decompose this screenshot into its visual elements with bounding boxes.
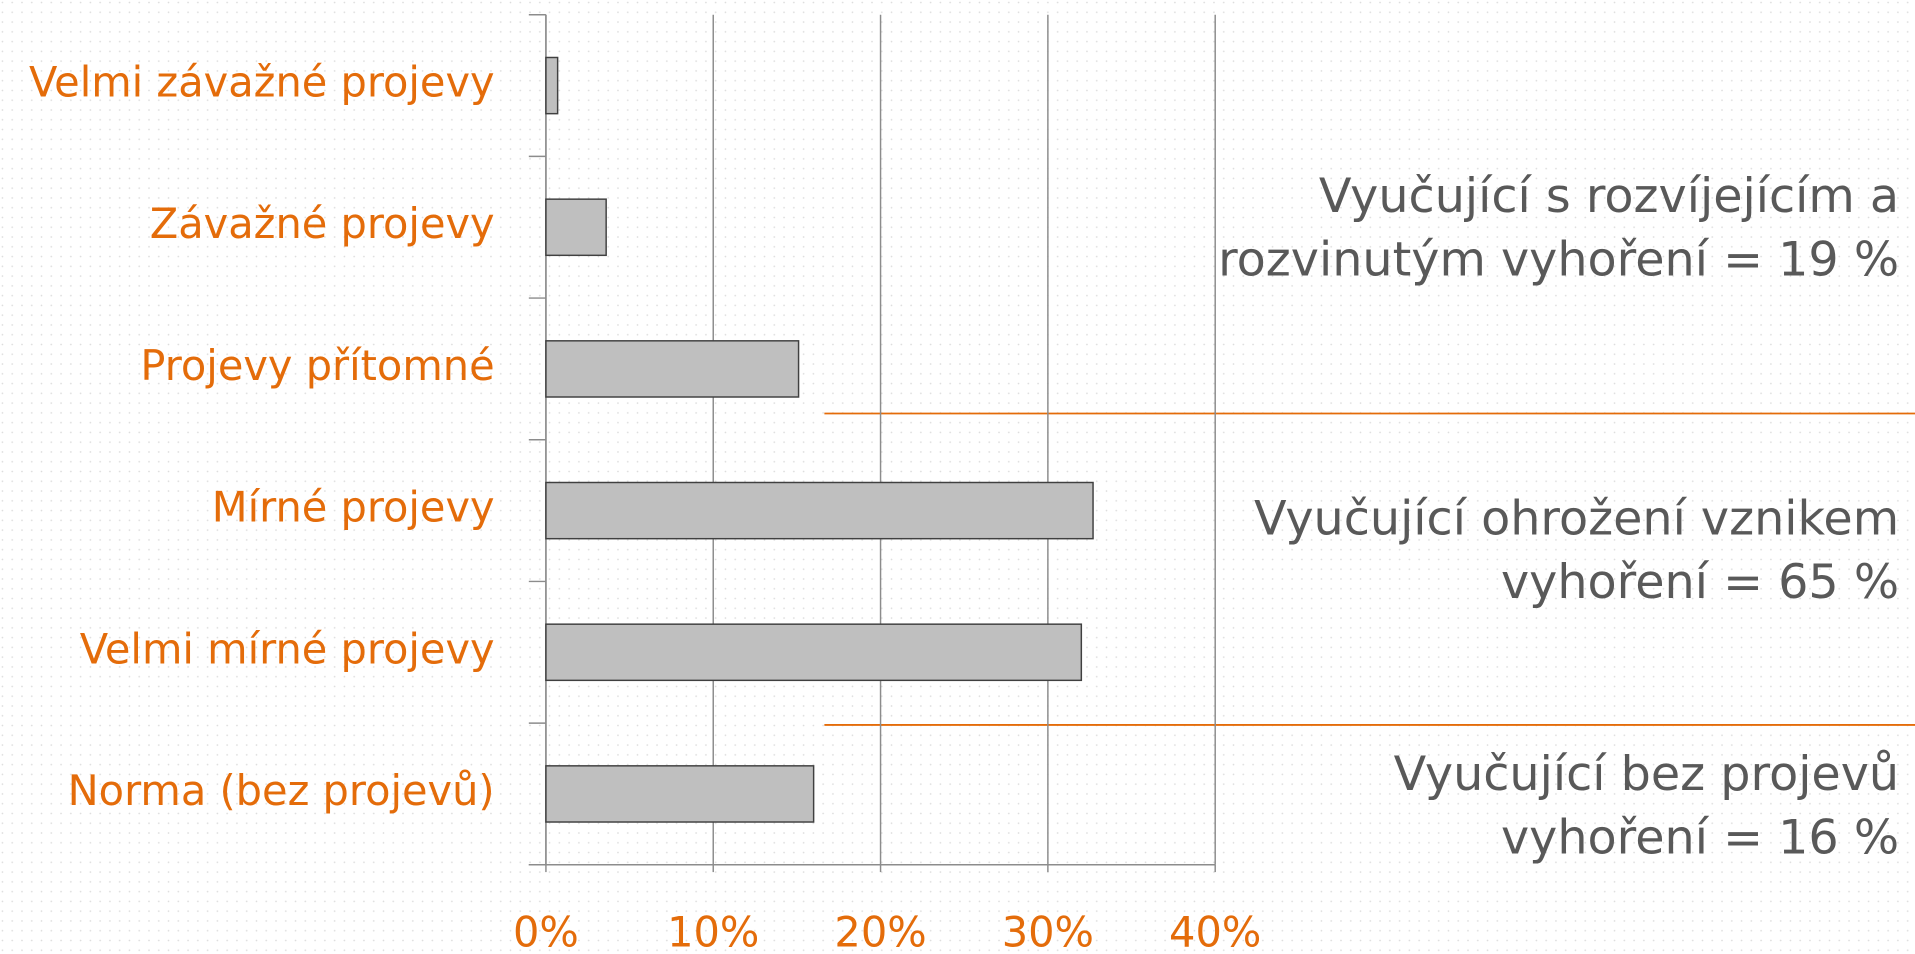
- bar: [545, 198, 607, 257]
- x-tick-label: 10%: [667, 908, 759, 954]
- annotation: Vyučující bez projevů: [1394, 747, 1900, 802]
- annotation: Vyučující s rozvíjejícím a: [1319, 169, 1899, 224]
- annotation: vyhoření = 65 %: [1501, 555, 1899, 610]
- x-tick-label: 40%: [1169, 908, 1261, 954]
- annotation: Vyučující ohrožení vznikem: [1254, 492, 1899, 547]
- bar: [545, 481, 1094, 540]
- category-label: Velmi závažné projevy: [29, 58, 495, 107]
- x-tick-label: 20%: [834, 908, 926, 954]
- category-label: Projevy přítomné: [140, 341, 494, 390]
- annotation: rozvinutým vyhoření = 19 %: [1218, 233, 1899, 288]
- bar: [545, 623, 1083, 682]
- category-label: Závažné projevy: [150, 199, 495, 248]
- bar: [545, 765, 815, 823]
- bar: [545, 340, 800, 398]
- x-tick-label: 30%: [1002, 908, 1094, 954]
- bar: [545, 56, 559, 115]
- category-label: Norma (bez projevů): [68, 766, 495, 815]
- category-label: Mírné projevy: [212, 483, 495, 532]
- category-label: Velmi mírné projevy: [80, 624, 495, 673]
- x-tick-label: 0%: [513, 908, 579, 954]
- annotation: vyhoření = 16 %: [1501, 810, 1899, 865]
